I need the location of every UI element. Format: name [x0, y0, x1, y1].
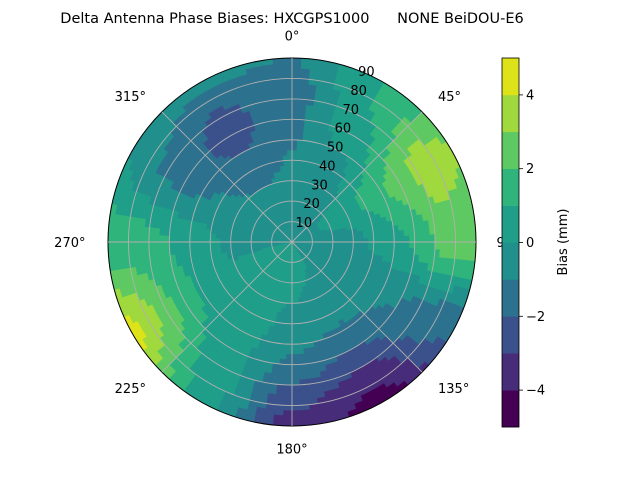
angular-tick-label: 180° [276, 442, 307, 457]
colorbar-band [502, 279, 519, 317]
colorbar-band [502, 390, 519, 428]
angular-tick-label: 45° [438, 90, 461, 105]
radial-tick-label: 80 [350, 84, 367, 99]
colorbar-band [502, 242, 519, 280]
colorbar-band [502, 131, 519, 169]
colorbar-band [502, 205, 519, 243]
radial-tick-label: 40 [319, 159, 336, 174]
radial-tick-label: 70 [342, 103, 359, 118]
polar-grid [107, 57, 477, 427]
colorbar-band [502, 58, 519, 96]
radial-tick-label: 90 [358, 65, 375, 80]
colorbar-band [502, 168, 519, 206]
colorbar-tick-label: 4 [526, 88, 534, 103]
angular-tick-label: 135° [438, 382, 469, 397]
colorbar-tick-label: −2 [526, 310, 545, 325]
colorbar-tick-label: 2 [526, 162, 534, 177]
radial-tick-label: 20 [303, 197, 320, 212]
colorbar-band [502, 94, 519, 133]
colorbar-tick-label: 0 [526, 236, 534, 251]
angular-tick-label: 225° [115, 382, 146, 397]
contour-layer [107, 57, 477, 427]
colorbar: −4 −2 0 2 4 [501, 57, 545, 428]
radial-tick-label: 30 [311, 178, 328, 193]
colorbar-band [502, 353, 519, 391]
colorbar-tick-label: −4 [526, 384, 545, 399]
radial-tick-label: 60 [335, 122, 352, 137]
angular-tick-label: 270° [54, 236, 85, 251]
angular-tick-label: 315° [115, 90, 146, 105]
chart-title: Delta Antenna Phase Biases: HXCGPS1000 N… [60, 11, 523, 27]
angular-tick-label: 0° [285, 30, 300, 45]
radial-tick-label: 10 [296, 216, 313, 231]
radial-tick-label: 50 [327, 141, 344, 156]
colorbar-band [502, 316, 519, 354]
colorbar-label: Bias (mm) [556, 209, 571, 276]
